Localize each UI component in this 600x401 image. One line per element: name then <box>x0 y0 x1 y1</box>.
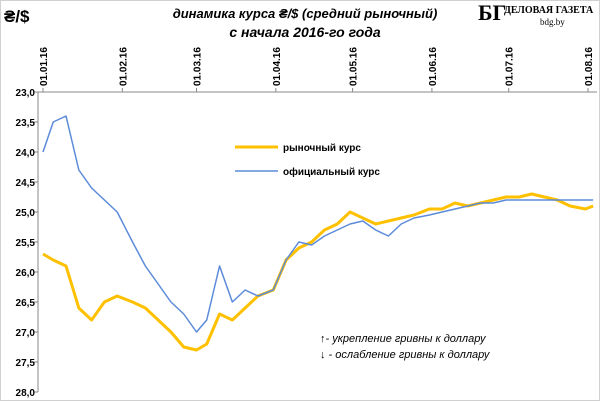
x-tick-label: 01.08.16 <box>584 47 595 86</box>
x-tick-label: 01.03.16 <box>193 47 204 86</box>
y-tick-label: 26,0 <box>16 268 36 279</box>
chart-subtitle: с начала 2016-го года <box>229 24 381 40</box>
x-tick-label: 01.02.16 <box>118 47 129 86</box>
logo-name: ДЕЛОВАЯ ГАЗЕТА <box>504 5 594 16</box>
x-tick-label: 01.05.16 <box>349 47 360 86</box>
corner-label: ₴/$ <box>4 7 30 26</box>
x-tick-label: 01.07.16 <box>505 47 516 86</box>
logo-mark: БГ <box>478 0 507 25</box>
y-tick-label: 24,5 <box>16 178 36 189</box>
legend-label: официальный курс <box>283 166 380 178</box>
y-tick-label: 27,5 <box>16 358 36 369</box>
y-tick-label: 25,5 <box>16 238 36 249</box>
y-tick-label: 26,5 <box>16 298 36 309</box>
x-tick-label: 01.01.16 <box>39 47 50 86</box>
logo-site: bdg.by <box>540 17 565 27</box>
y-tick-label: 28,0 <box>16 388 36 399</box>
y-tick-label: 24,0 <box>16 148 36 159</box>
annotation: ↑- укрепление гривны к доллару <box>320 333 487 345</box>
series-line <box>42 115 594 333</box>
legend-label: рыночный курс <box>283 143 361 154</box>
x-tick-label: 01.04.16 <box>272 47 283 86</box>
y-tick-label: 23,5 <box>16 118 36 129</box>
y-tick-label: 25,0 <box>16 208 36 219</box>
y-tick-label: 23,0 <box>16 88 36 99</box>
y-tick-label: 27,0 <box>16 328 36 339</box>
x-tick-label: 01.06.16 <box>428 47 439 86</box>
annotation: ↓ - ослабление гривны к доллару <box>320 349 491 361</box>
chart-title: динамика курса ₴/$ (средний рыночный) <box>173 6 438 21</box>
series-line <box>42 192 594 352</box>
